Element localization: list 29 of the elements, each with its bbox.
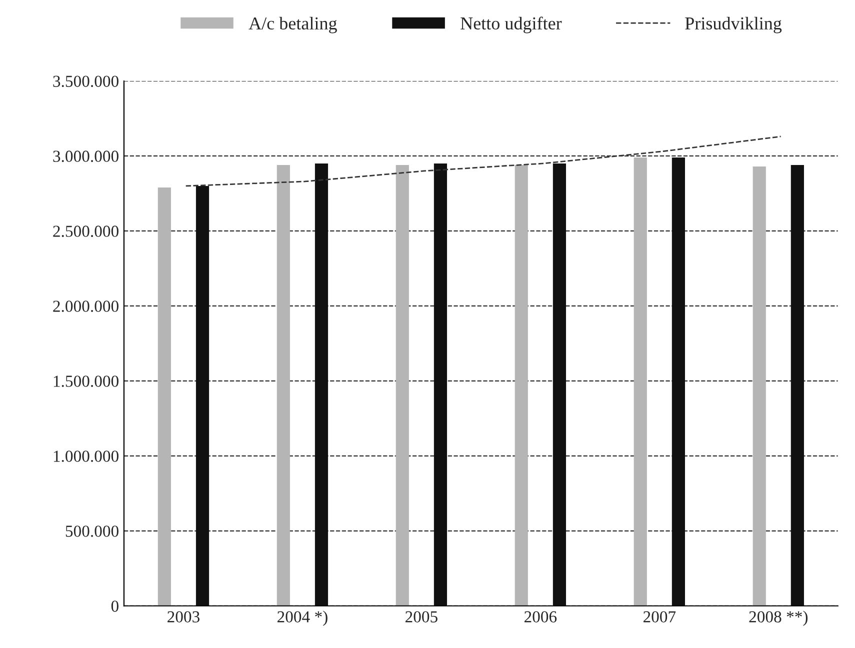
y-tick-label: 3.000.000 [53, 150, 118, 162]
y-tick-label: 3.500.000 [53, 76, 118, 88]
bar [158, 187, 171, 606]
x-tick-label: 2003 [168, 611, 200, 622]
x-tick-label: 2006 [524, 611, 557, 622]
x-tick-label: 2005 [406, 611, 438, 622]
y-tick-label: 1.000.000 [54, 450, 118, 462]
legend-label: A/c betaling [248, 16, 337, 34]
x-tick-label: 2008 **) [749, 610, 808, 626]
x-tick-label: 2007 [643, 611, 676, 622]
legend-label: Netto udgifter [460, 16, 562, 34]
bar [634, 157, 647, 606]
bar [314, 163, 328, 606]
y-tick-label: 2.000.000 [53, 300, 118, 312]
bar [514, 164, 528, 606]
bar [396, 164, 409, 606]
legend-label: Prisudvikling [685, 16, 782, 34]
y-tick-label: 2.500.000 [53, 226, 118, 237]
y-tick-label: 500.000 [66, 526, 118, 537]
bar [552, 163, 566, 606]
bar [672, 157, 685, 606]
bar [752, 166, 766, 606]
bar [276, 164, 290, 606]
y-tick-label: 1.500.000 [54, 376, 118, 387]
bar [790, 164, 804, 606]
bar [196, 186, 210, 606]
x-tick-label: 2004 *) [277, 610, 328, 626]
bar [434, 163, 448, 606]
y-tick-label: 0 [111, 600, 118, 612]
